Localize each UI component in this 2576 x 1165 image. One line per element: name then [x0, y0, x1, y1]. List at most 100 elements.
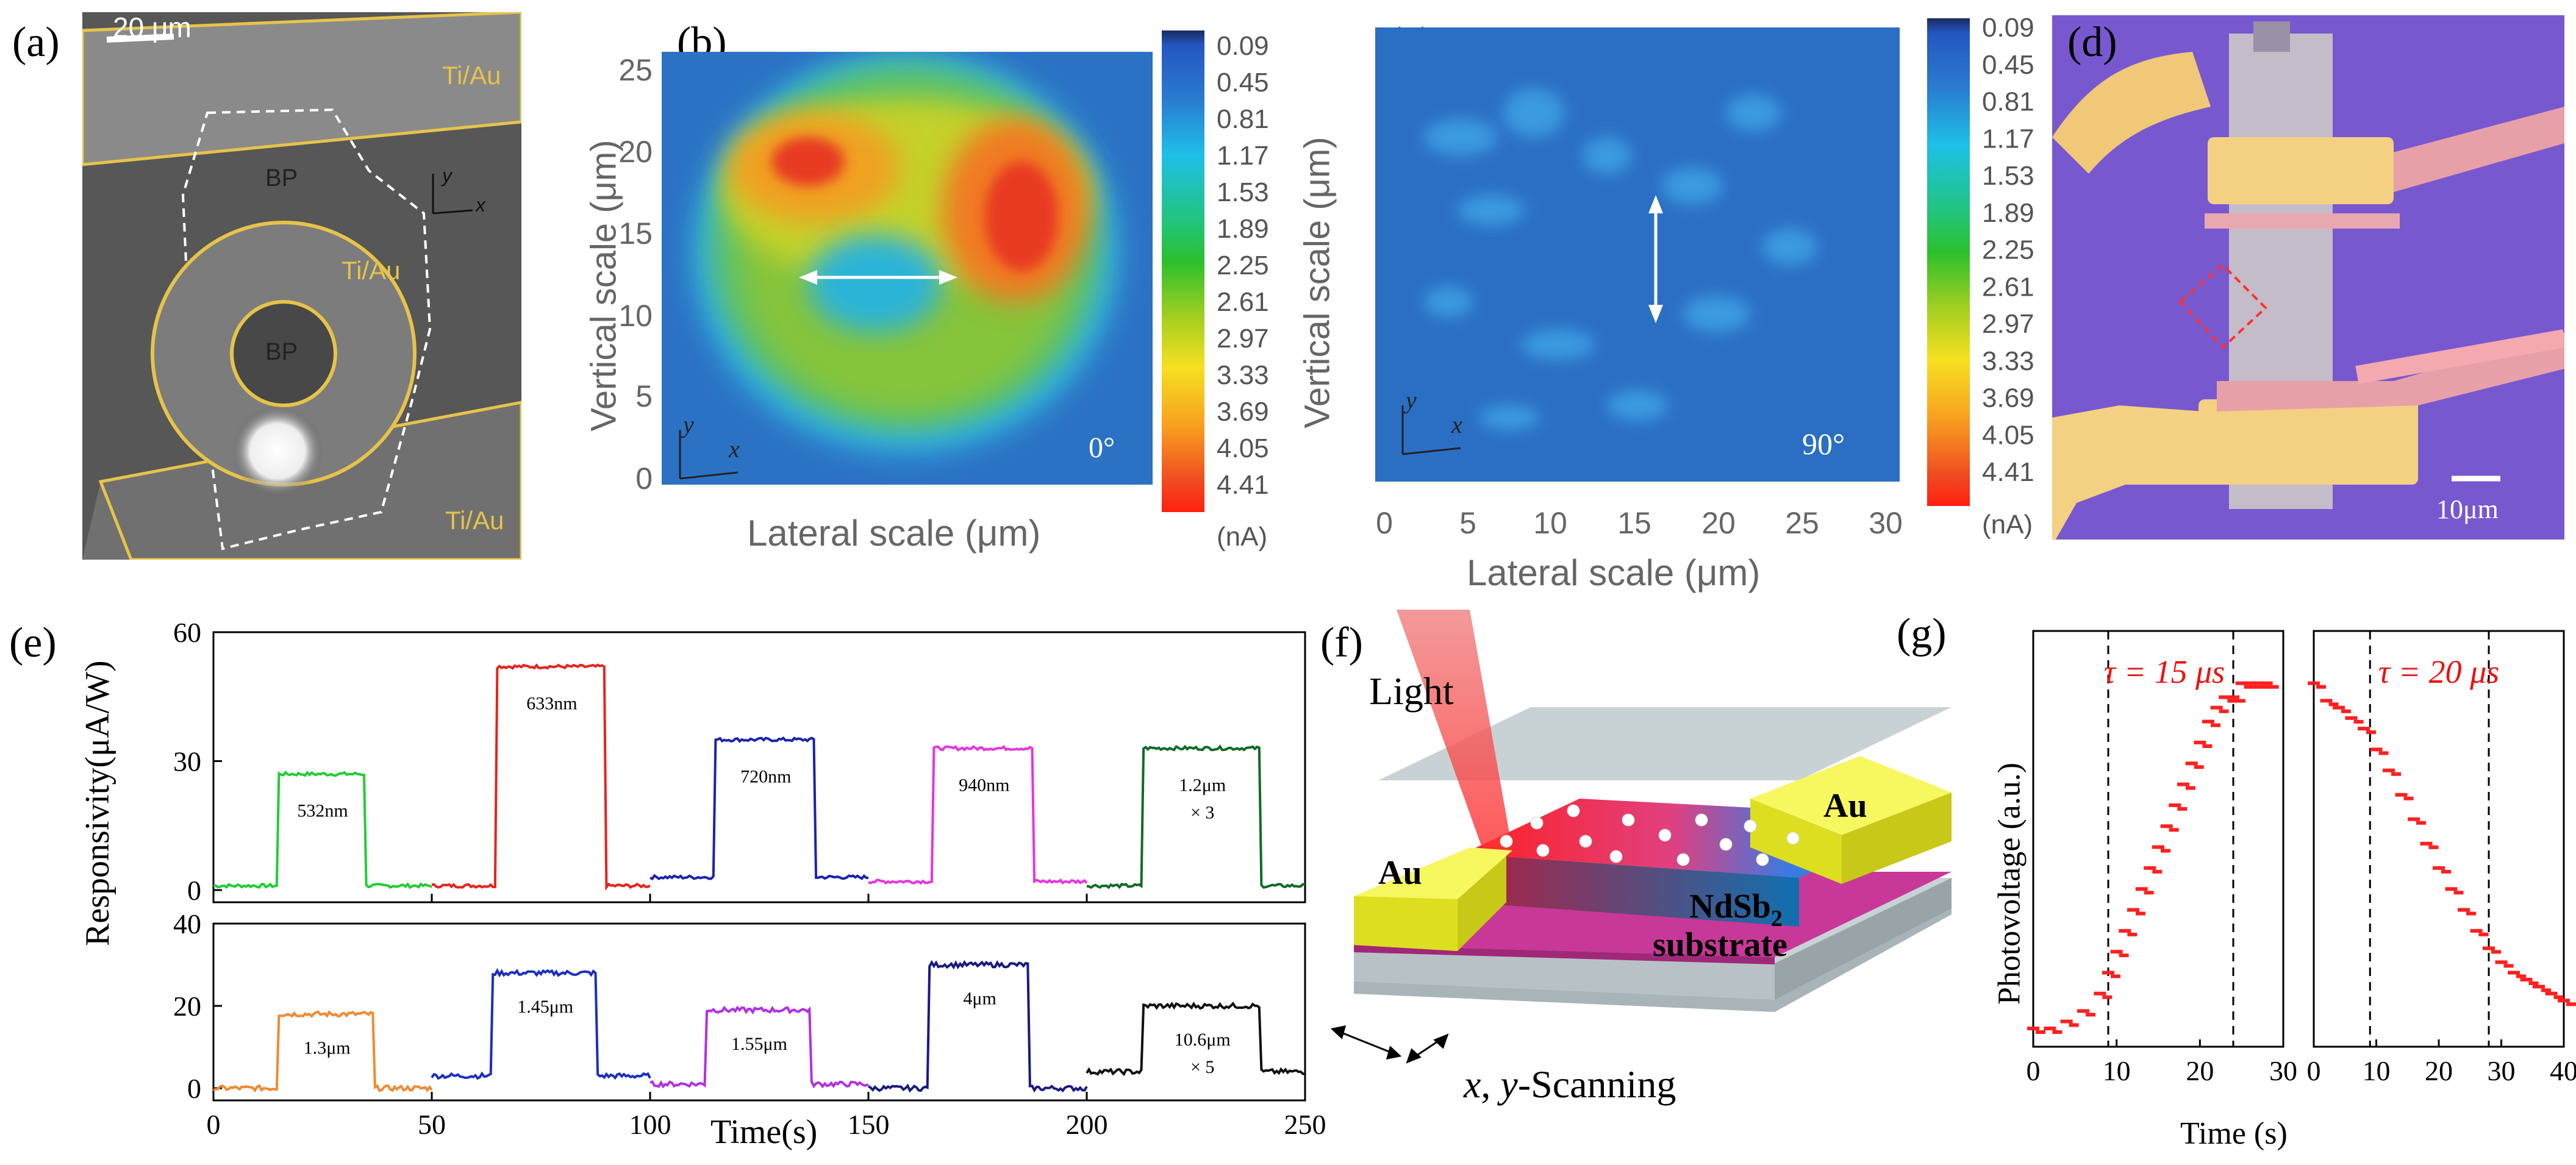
colorbar-tick: 4.05: [1982, 420, 2034, 450]
xtick-label: 20: [2425, 1055, 2453, 1086]
panel-c-map: y x 90°: [1375, 27, 1900, 482]
xtick: 25: [1785, 506, 1819, 540]
xtick-label: 20: [2186, 1055, 2214, 1086]
panel-a-drawing: [82, 12, 521, 560]
axis-y-label: y: [442, 165, 452, 187]
series-label: 10.6μm: [1175, 1030, 1231, 1050]
xtick-label: 200: [1066, 1109, 1108, 1140]
colorbar-tick: 3.33: [1982, 346, 2034, 376]
colorbar-tick: 3.69: [1217, 397, 1269, 427]
axis-x-label: x: [1451, 411, 1462, 438]
top-contact: [2208, 137, 2394, 204]
colorbar-tick: 1.89: [1982, 198, 2034, 228]
label-bp-flake: BP: [265, 165, 298, 191]
colorbar-tick: 3.69: [1982, 383, 2034, 413]
right-lead-top: [2381, 107, 2564, 192]
series-sublabel: × 5: [1190, 1057, 1214, 1077]
axis-y-label: y: [1403, 387, 1417, 414]
xtick-label: 30: [2488, 1055, 2516, 1086]
panel-c-map-svg: y x 90°: [1375, 27, 1900, 482]
xtick-label: 10: [2103, 1055, 2131, 1086]
panel-e-chart: 0 30 60 532nm 633nm 720nm 940nm 1.2μm × 3 0 20 40 1.…: [173, 617, 1326, 1140]
xtick: 0: [1376, 506, 1393, 540]
xtick: 15: [1617, 506, 1651, 540]
xtick: 20: [1701, 506, 1736, 540]
right-lead-bottom: [2217, 332, 2564, 411]
ytick: 5: [635, 379, 653, 413]
series-line-633nm: [431, 663, 651, 891]
colorbar-tick: 0.81: [1982, 87, 2034, 117]
ytick-label: 0: [187, 875, 201, 906]
label-bp-center: BP: [265, 338, 298, 365]
xtick-label: 150: [848, 1109, 890, 1140]
panel-d-micrograph: 10μm: [2052, 15, 2564, 540]
label-tiau-top: Ti/Au: [442, 61, 501, 90]
label-tiau-bottom: Ti/Au: [445, 506, 504, 535]
series-line-1.2μm: [1086, 744, 1306, 889]
laser-spot: [232, 405, 323, 497]
top-electrode: [82, 12, 521, 165]
ytick: 25: [618, 53, 653, 87]
xtick-label: 10: [2363, 1055, 2391, 1086]
colorbar-unit: (nA): [1217, 522, 1267, 552]
colorbar-tick: 1.53: [1982, 161, 2034, 191]
series-line-1.45μm: [431, 967, 651, 1080]
panel-c-xticks: 0 5 10 15 20 25 30: [1376, 506, 1903, 540]
colorbar-c: [1927, 18, 1970, 506]
colorbar-b-ticks: 0.09 0.45 0.81 1.17 1.53 1.89 2.25 2.61 2.97 3.33…: [1217, 31, 1269, 552]
colorbar-tick: 0.45: [1982, 50, 2034, 80]
label-tiau-ring: Ti/Au: [342, 256, 401, 285]
panel-b-xlabel: Lateral scale (μm): [747, 513, 1041, 554]
series-line-1.3μm: [212, 1010, 433, 1093]
colorbar-tick: 4.41: [1982, 457, 2034, 487]
series-line-720nm: [649, 736, 869, 881]
plot-frame: [2032, 630, 2284, 1048]
colorbar-tick: 0.45: [1217, 68, 1269, 98]
panel-c-xlabel: Lateral scale (μm): [1467, 552, 1761, 593]
substrate-front: [1354, 951, 1775, 1000]
label-material: NdSb2: [1689, 888, 1783, 932]
scan-region: [2178, 263, 2267, 349]
xtick: 10: [1533, 506, 1567, 540]
xtick-label: 40: [2550, 1055, 2576, 1086]
panel-b-yticks: 25 20 15 10 5 0: [618, 53, 653, 496]
colorbar-tick: 4.05: [1217, 433, 1269, 463]
colorbar-tick: 0.81: [1217, 104, 1269, 134]
label-light: Light: [1369, 669, 1454, 713]
angle-label: 0°: [1089, 432, 1115, 464]
series-label: 720nm: [740, 766, 791, 786]
panel-g-label: (g): [1897, 610, 1947, 657]
scan-arrows: [1330, 1025, 1449, 1064]
label-substrate: substrate: [1653, 926, 1787, 964]
xtick-label: 100: [629, 1109, 671, 1140]
panel-c-ylabel: Vertical scale (μm): [1297, 137, 1337, 429]
ytick: 10: [618, 299, 653, 333]
label-au-right: Au: [1823, 787, 1867, 825]
ytick-label: 60: [173, 617, 201, 648]
axis-y-label: y: [681, 411, 694, 438]
series-line-532nm: [213, 770, 432, 889]
series-label: 940nm: [959, 775, 1009, 795]
colorbar-tick: 2.25: [1217, 251, 1269, 280]
plot-frame: [212, 631, 1306, 903]
colorbar-tick: 1.89: [1217, 214, 1269, 244]
colorbar-c-ticks: 0.09 0.45 0.81 1.17 1.53 1.89 2.25 2.61 2.97 3.33…: [1982, 13, 2034, 540]
series-label: 532nm: [297, 801, 348, 821]
light-beam: [1397, 610, 1512, 850]
panel-b-map-svg: y x 0°: [662, 52, 1153, 485]
ytick: 20: [618, 135, 653, 169]
panel-b-map: y x 0°: [662, 52, 1153, 485]
series-label: 633nm: [526, 693, 577, 713]
colorbar-tick: 3.33: [1217, 360, 1269, 390]
scale-bar: [106, 34, 174, 43]
series-label: 1.45μm: [517, 997, 573, 1017]
series-line-10.6μm: [1086, 1002, 1306, 1077]
colorbar-tick: 2.61: [1982, 272, 2034, 302]
xtick: 5: [1459, 506, 1476, 540]
series-label: 1.2μm: [1179, 775, 1226, 795]
ytick-label: 20: [173, 991, 201, 1022]
panel-a-micrograph: 20 μm Ti/Au BP Ti/Au BP Ti/Au y x: [82, 12, 521, 560]
tau-label: τ = 20 μs: [2378, 654, 2499, 690]
xtick-label: 0: [2027, 1055, 2041, 1086]
series-sublabel: × 3: [1190, 802, 1214, 822]
